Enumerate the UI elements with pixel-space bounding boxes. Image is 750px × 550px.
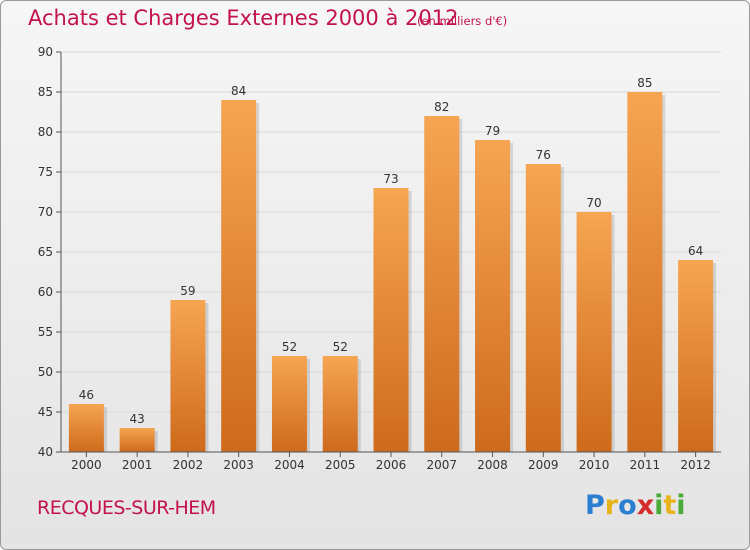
bar [119, 428, 155, 452]
bar [373, 188, 409, 452]
logo-letter: i [654, 490, 664, 521]
logo-letter: t [663, 490, 677, 521]
data-label: 64 [688, 244, 703, 258]
data-label: 52 [282, 340, 297, 354]
chart-subtitle: (en milliers d'€) [417, 14, 508, 28]
x-tick-label: 2001 [122, 458, 153, 472]
x-tick-label: 2011 [630, 458, 661, 472]
bar [271, 356, 307, 452]
data-label: 46 [79, 388, 94, 402]
bar [170, 300, 206, 452]
y-tick-label: 40 [38, 445, 53, 459]
bar [68, 404, 104, 452]
bar [322, 356, 358, 452]
bar [627, 92, 663, 452]
logo-letter: x [636, 490, 655, 521]
data-label: 84 [231, 84, 246, 98]
y-tick-label: 90 [38, 45, 53, 59]
chart-title: Achats et Charges Externes 2000 à 2012 [28, 6, 459, 30]
data-label: 85 [637, 76, 652, 90]
data-label: 73 [383, 172, 398, 186]
logo-letter: P [585, 490, 605, 521]
x-tick-label: 2004 [274, 458, 305, 472]
y-tick-label: 85 [38, 85, 53, 99]
bar [678, 260, 714, 452]
bar [221, 100, 257, 452]
x-tick-label: 2007 [426, 458, 457, 472]
bar [525, 164, 561, 452]
y-tick-label: 45 [38, 405, 53, 419]
data-label: 76 [536, 148, 551, 162]
logo-letter: i [676, 490, 686, 521]
bar [576, 212, 612, 452]
data-label: 52 [333, 340, 348, 354]
y-tick-label: 50 [38, 365, 53, 379]
town-name: RECQUES-SUR-HEM [37, 497, 216, 519]
x-tick-label: 2006 [376, 458, 407, 472]
y-tick-label: 80 [38, 125, 53, 139]
x-tick-label: 2008 [477, 458, 508, 472]
x-tick-label: 2010 [579, 458, 610, 472]
data-label: 79 [485, 124, 500, 138]
logo-letter: r [604, 490, 619, 521]
y-tick-label: 65 [38, 245, 53, 259]
data-label: 59 [180, 284, 195, 298]
logo-letter: o [618, 490, 637, 521]
x-tick-label: 2002 [173, 458, 204, 472]
y-tick-label: 55 [38, 325, 53, 339]
x-tick-label: 2009 [528, 458, 559, 472]
bar [424, 116, 460, 452]
x-tick-label: 2003 [223, 458, 254, 472]
y-tick-label: 70 [38, 205, 53, 219]
x-tick-label: 2005 [325, 458, 356, 472]
y-tick-label: 60 [38, 285, 53, 299]
x-tick-label: 2012 [680, 458, 711, 472]
y-tick-label: 75 [38, 165, 53, 179]
x-tick-label: 2000 [71, 458, 102, 472]
proxiti-logo: Proxiti [585, 490, 686, 521]
data-label: 82 [434, 100, 449, 114]
data-label: 43 [130, 412, 145, 426]
data-label: 70 [586, 196, 601, 210]
bar [475, 140, 511, 452]
